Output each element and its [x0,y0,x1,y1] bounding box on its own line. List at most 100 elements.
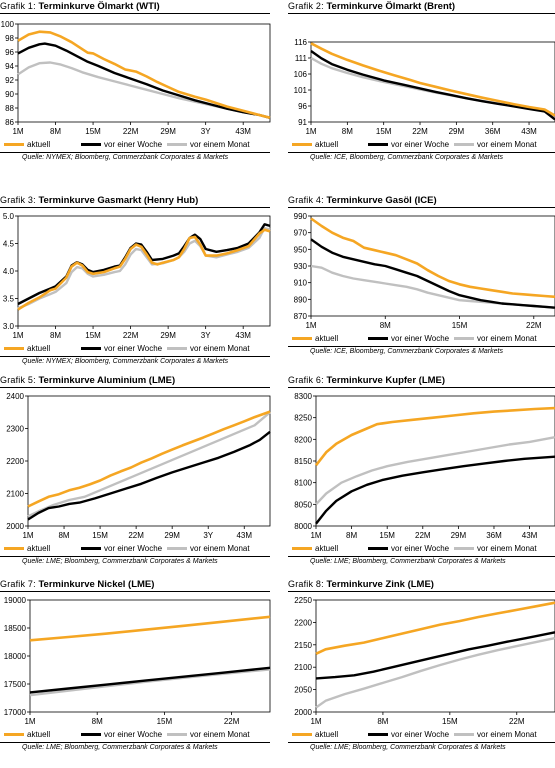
x-tick-label: 22M [526,321,542,330]
plot-frame [310,215,555,317]
y-tick-label: 3.5 [3,295,15,304]
x-tick-label: 1M [12,331,23,340]
x-tick-label: 36M [485,127,501,136]
legend-item-aktuell: aktuell [4,543,50,554]
chart-number: Grafik 8: [288,579,324,589]
chart-source: Quelle: ICE, Bloomberg, Commerzbank Corp… [310,154,503,161]
x-tick-label: 15M [85,331,101,340]
series-line-vor-einem-monat [27,411,271,518]
y-tick-label: 18000 [4,652,27,661]
x-tick-label: 43M [522,531,538,540]
y-tick-label: 8250 [294,414,312,423]
line-chart: 870 890 910 930 950 970 990 1M 8M 15M 22M [294,212,555,330]
legend-item-aktuell: aktuell [4,729,50,740]
x-tick-label: 22M [123,127,139,136]
y-tick-label: 930 [294,262,308,271]
x-tick-label: 15M [442,717,458,726]
x-tick-label: 29M [449,127,465,136]
x-tick-label: 1M [22,531,33,540]
x-tick-label: 29M [451,531,467,540]
x-tick-label: 22M [415,531,431,540]
legend-swatch [167,143,187,146]
legend-label: vor einem Monat [477,140,537,149]
chart-panel-6: Grafik 6: Terminkurve Kupfer (LME) 8000 80… [288,374,555,565]
chart-title: Grafik 2: Terminkurve Ölmarkt (Brent) [288,0,455,12]
x-tick-label: 15M [157,717,173,726]
y-tick-label: 910 [294,279,308,288]
series-line-vor-einer-woche [315,455,555,525]
x-tick-label: 3Y [203,531,213,540]
legend-label: vor einem Monat [190,344,250,353]
x-tick-label: 15M [452,321,468,330]
x-tick-label: 3Y [201,331,211,340]
y-tick-label: 2150 [294,641,312,650]
legend-label: aktuell [27,730,51,739]
series-line-aktuell [315,601,555,655]
y-tick-label: 970 [294,229,308,238]
y-tick-label: 98 [5,34,14,43]
chart-source: Quelle: LME; Bloomberg, Commerzbank Corp… [310,558,506,565]
source-rule [0,742,270,743]
legend-label: vor einer Woche [391,730,450,739]
legend-item-vor-einem-monat: vor einem Monat [167,139,250,150]
legend-item-vor-einem-monat: vor einem Monat [454,729,537,740]
series-line-aktuell [314,406,555,467]
chart-panel-7: Grafik 7: Terminkurve Nickel (LME) 17000 1… [0,578,271,768]
x-tick-label: 22M [509,717,525,726]
line-chart: 86 88 90 92 94 96 98 100 1M 8M 15M 22M 29M 3Y 43M [1,20,271,136]
x-tick-label: 8M [50,331,61,340]
plot-frame [29,599,271,713]
y-tick-label: 8300 [294,392,312,401]
legend-item-vor-einem-monat: vor einem Monat [167,729,250,740]
y-tick-label: 4.0 [3,267,15,276]
x-tick-label: 8M [346,531,357,540]
y-tick-label: 8150 [294,457,312,466]
series-line-aktuell [29,615,271,642]
legend-swatch [292,733,312,736]
line-chart: 3.0 3.5 4.0 4.5 5.0 1M 8M 15M 22M 29M 3Y 43M [3,212,271,340]
legend-swatch [167,347,187,350]
legend-item-vor-einer-woche: vor einer Woche [368,543,449,554]
legend-label: vor einer Woche [104,344,163,353]
x-tick-label: 1M [305,127,316,136]
line-chart: 91 96 101 106 111 116 1M 8M 15M 22M 29M 36M 43M [294,38,555,136]
y-tick-label: 8200 [294,435,312,444]
chart-number: Grafik 7: [0,579,36,589]
y-tick-label: 2100 [294,663,312,672]
x-tick-label: 15M [376,127,392,136]
legend-label: vor einem Monat [477,730,537,739]
legend-item-vor-einem-monat: vor einem Monat [454,543,537,554]
legend-swatch [454,337,474,340]
legend-item-aktuell: aktuell [292,729,338,740]
legend-label: aktuell [315,544,339,553]
y-tick-label: 86 [5,118,14,127]
x-tick-label: 43M [521,127,537,136]
plot-frame [315,599,555,713]
legend-label: aktuell [315,334,339,343]
chart-panel-2: Grafik 2: Terminkurve Ölmarkt (Brent) 91 9… [288,0,555,190]
y-tick-label: 950 [294,245,308,254]
chart-title: Grafik 1: Terminkurve Ölmarkt (WTI) [0,0,160,12]
x-tick-label: 3Y [201,127,211,136]
series-line-aktuell [17,30,271,120]
line-chart: 8000 8050 8100 8150 8200 8250 8300 1M 8M 15M 22M 29… [294,392,555,540]
legend-item-aktuell: aktuell [292,333,338,344]
legend-label: vor einer Woche [104,140,163,149]
title-rule [288,13,555,14]
chart-title: Grafik 6: Terminkurve Kupfer (LME) [288,374,445,386]
chart-title: Grafik 5: Terminkurve Aluminium (LME) [0,374,175,386]
legend-label: vor einer Woche [391,334,450,343]
legend-item-vor-einer-woche: vor einer Woche [368,139,449,150]
legend-label: vor einer Woche [104,730,163,739]
series-line-vor-einem-monat [315,436,555,506]
title-rule [288,207,555,208]
legend-swatch [368,337,388,340]
x-tick-label: 29M [160,331,176,340]
series-line-aktuell [310,42,555,117]
x-tick-label: 8M [377,717,388,726]
y-tick-label: 2400 [6,392,24,401]
y-tick-label: 17000 [4,708,27,717]
line-chart: 17000 17500 18000 18500 19000 1M 8M 15M 22M [4,596,271,726]
source-rule [288,556,555,557]
chart-legend: aktuell vor einer Woche vor einem Monat [0,729,270,740]
